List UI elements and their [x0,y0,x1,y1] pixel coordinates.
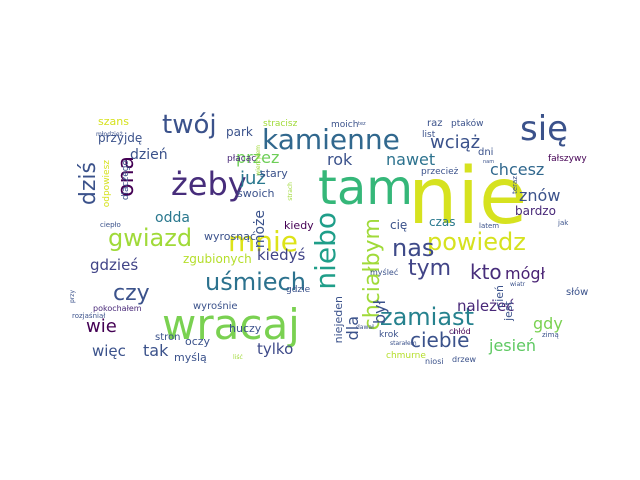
cloud-word: dni [478,147,494,158]
cloud-word: myśleć [370,268,399,277]
cloud-word: wyrośnie [193,301,238,312]
cloud-word: zgubionych [183,252,252,266]
cloud-word: cię [390,218,408,232]
cloud-word: mnie [228,225,299,258]
cloud-word: strach [287,182,294,201]
cloud-word: wiatr [510,281,526,288]
cloud-word: tam [318,160,413,216]
cloud-word: starałem [390,340,417,347]
cloud-word: jesień [489,336,537,355]
cloud-word: wie [86,316,117,337]
cloud-word: niosi [425,357,444,366]
cloud-word: chmurne [386,351,426,361]
cloud-word: kiedy [284,219,314,232]
cloud-word: latem [479,222,500,230]
cloud-word: list [422,130,436,140]
cloud-word: pokochałem [93,304,142,313]
cloud-word: krok [379,330,399,340]
cloud-word: odpowiesz [102,160,112,208]
cloud-word: żeby [171,165,247,203]
cloud-word: uśmiech [205,268,306,296]
cloud-word: jak [558,219,569,227]
cloud-word: młodzież [96,131,123,138]
cloud-word: się [520,109,569,149]
cloud-word: zimą [542,331,559,339]
cloud-word: wyrosnąć [204,230,257,243]
cloud-word: gdzie [286,285,311,295]
cloud-word: chcesz [490,160,545,179]
cloud-word: chłód [449,327,471,336]
cloud-word: nam [483,159,495,165]
cloud-word: słów [566,287,589,298]
cloud-word: płacąc [227,154,257,164]
cloud-word: stary [260,167,288,180]
cloud-word: tylko [257,340,294,358]
cloud-word: twój [162,110,217,140]
cloud-word: kiedyś [257,246,306,264]
cloud-word: tak [143,341,169,360]
cloud-word: ptaków [451,119,484,129]
cloud-word: ciepło [100,221,121,229]
cloud-word: drzew [452,355,477,364]
cloud-word: oczy [185,335,211,348]
cloud-word: swoich [237,187,275,200]
cloud-word: kamienne [262,123,400,156]
cloud-word: stracisz [263,119,298,129]
cloud-word: park [226,125,253,139]
cloud-word: przecież [421,167,459,177]
cloud-word: czas [429,215,456,229]
cloud-word: fałszywy [548,154,587,164]
cloud-word: niejeden [332,296,345,344]
cloud-word: tez [358,121,366,127]
cloud-word: jest [502,301,515,321]
cloud-word: rozjaśniał [72,312,106,320]
cloud-word: odda [155,210,190,226]
cloud-word: należeć [457,297,515,315]
cloud-word: raz [427,118,443,129]
cloud-word: gwiazd [108,224,193,252]
cloud-word: szans [98,115,129,128]
cloud-word: nawet [386,150,436,169]
cloud-word: kto [470,260,502,284]
cloud-word: wciąż [430,132,481,153]
cloud-word: moich [331,120,359,130]
cloud-word: stron [155,332,181,343]
cloud-word: dziś [76,162,101,206]
cloud-word: huczy [229,322,262,335]
cloud-word: powiedz [427,228,526,256]
cloud-word: dzień [130,147,168,163]
cloud-word: wierzyłem [255,145,262,176]
cloud-word: nie [408,152,528,242]
cloud-word: liść [233,354,243,361]
cloud-word: ciebie [410,328,470,352]
cloud-word: czy [113,281,150,306]
cloud-word: wracaj [162,300,300,349]
cloud-word: przyjdę [98,131,143,145]
cloud-word: mógł [505,264,546,283]
cloud-word: już [240,168,266,189]
cloud-word: gdy [533,314,563,333]
cloud-word: teraz [511,176,519,194]
cloud-word: więc [92,342,126,360]
cloud-word: dawał [356,324,374,331]
cloud-word: nas [392,234,435,262]
cloud-word: był [370,300,389,325]
cloud-word: bardzo [515,204,556,218]
cloud-word: przy [69,290,76,303]
cloud-word: dlaczego [121,160,131,201]
cloud-word: zamiast [380,303,474,331]
cloud-word: znów [519,186,561,205]
cloud-word: rok [327,150,353,169]
cloud-word: gdzieś [90,256,139,274]
cloud-word: przez [236,148,280,167]
cloud-word: myślą [174,351,207,364]
cloud-word: tym [408,256,452,281]
cloud-word: niebo [309,212,342,290]
